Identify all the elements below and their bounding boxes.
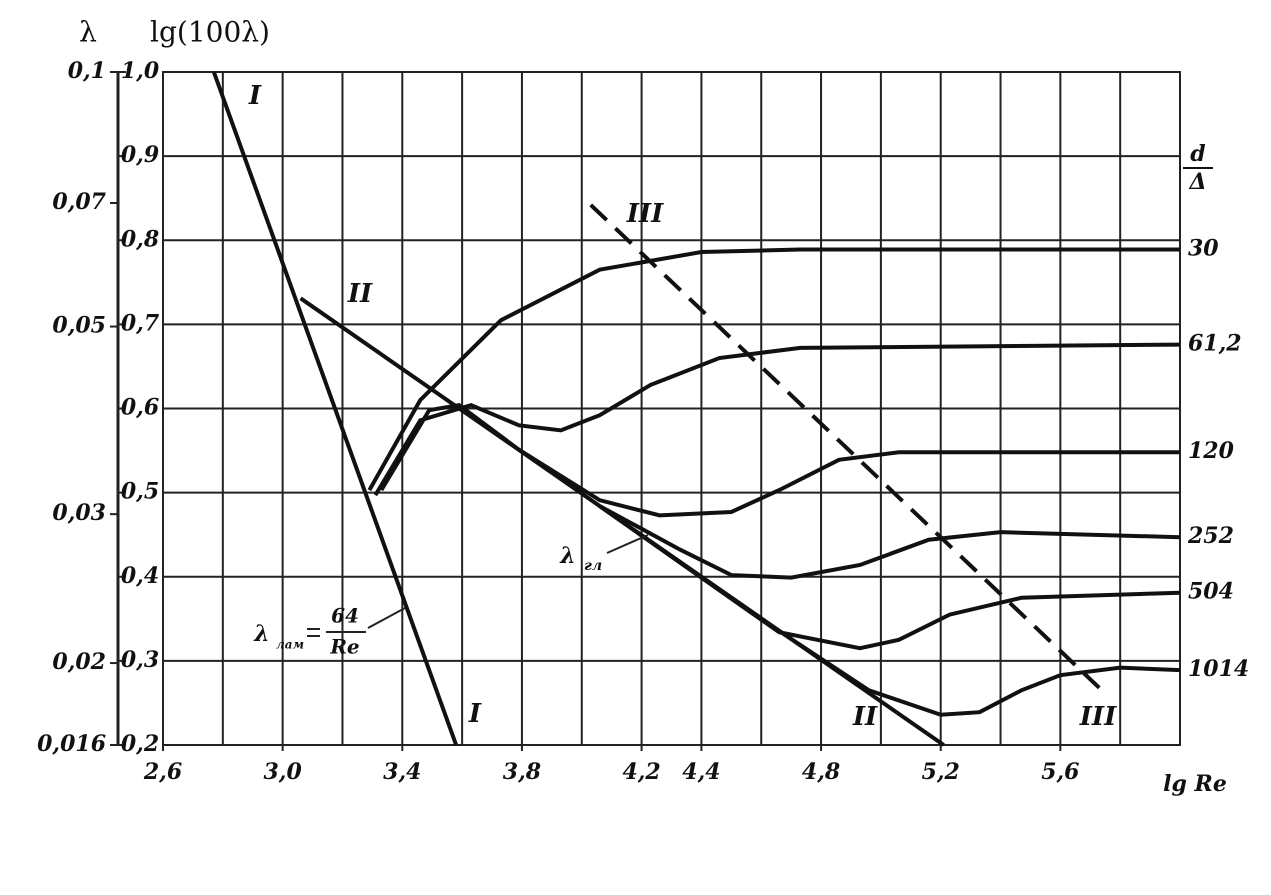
y-tick-label: 0,7 xyxy=(121,310,160,336)
y2-tick-label: 0,03 xyxy=(52,500,106,526)
series-label: 30 xyxy=(1188,236,1219,262)
x-tick-label: 4,8 xyxy=(802,759,840,785)
line-label: II xyxy=(852,702,878,732)
y2-tick-label: 0,016 xyxy=(37,731,106,757)
line-label: II xyxy=(347,279,373,309)
annotation: Re xyxy=(329,635,359,659)
y-tick-label: 0,8 xyxy=(121,226,159,252)
x-tick-label: 2,6 xyxy=(143,759,182,785)
curve xyxy=(598,504,1181,580)
series-label: 1014 xyxy=(1188,656,1249,682)
y-tick-label: 0,6 xyxy=(121,395,159,421)
y-tick-label: 1,0 xyxy=(121,58,160,84)
annotation: λ xyxy=(253,621,269,647)
y-tick-label: 0,4 xyxy=(121,563,159,589)
right-label-denominator: Δ xyxy=(1188,169,1206,195)
y2-tick-label: 0,05 xyxy=(52,313,106,339)
y-tick-label: 0,3 xyxy=(121,647,159,673)
series-label: 120 xyxy=(1188,438,1235,464)
annotation: 64 xyxy=(331,604,359,628)
line-label: I xyxy=(468,699,482,729)
annotation: гл xyxy=(584,558,602,574)
x-axis-label: lg Re xyxy=(1163,771,1227,797)
x-tick-label: 5,2 xyxy=(922,759,960,785)
y-axis-label: lg(100λ) xyxy=(150,16,270,49)
pointer xyxy=(606,534,649,554)
curve xyxy=(367,247,1180,492)
series-label: 61,2 xyxy=(1188,331,1242,357)
curve xyxy=(211,71,459,746)
curve xyxy=(598,504,1181,717)
y2-tick-label: 0,1 xyxy=(68,58,106,84)
x-tick-label: 3,8 xyxy=(503,759,541,785)
line-label: III xyxy=(1079,702,1117,732)
y2-tick-label: 0,02 xyxy=(52,649,106,675)
right-label-numerator: d xyxy=(1190,141,1205,167)
x-tick-label: 4,2 xyxy=(622,759,660,785)
series-label: 504 xyxy=(1188,579,1234,605)
curve xyxy=(589,203,1101,690)
curve xyxy=(379,403,1180,518)
annotation: λ xyxy=(559,543,575,569)
y2-tick-label: 0,07 xyxy=(52,189,106,215)
y2-axis-label: λ xyxy=(79,16,97,49)
plot-frame xyxy=(162,71,1181,746)
y-tick-label: 0,5 xyxy=(121,479,159,505)
y-tick-label: 0,9 xyxy=(121,142,159,168)
x-tick-label: 5,6 xyxy=(1041,759,1079,785)
y-tick-label: 0,2 xyxy=(121,731,159,757)
annotation: лам xyxy=(276,638,304,652)
line-label: I xyxy=(248,81,262,111)
curve xyxy=(373,342,1181,497)
pointer xyxy=(367,607,406,629)
line-label: III xyxy=(626,199,664,229)
series-label: 252 xyxy=(1187,523,1234,549)
x-tick-label: 4,4 xyxy=(682,759,720,785)
x-tick-label: 3,4 xyxy=(383,759,421,785)
x-tick-label: 3,0 xyxy=(264,759,303,785)
